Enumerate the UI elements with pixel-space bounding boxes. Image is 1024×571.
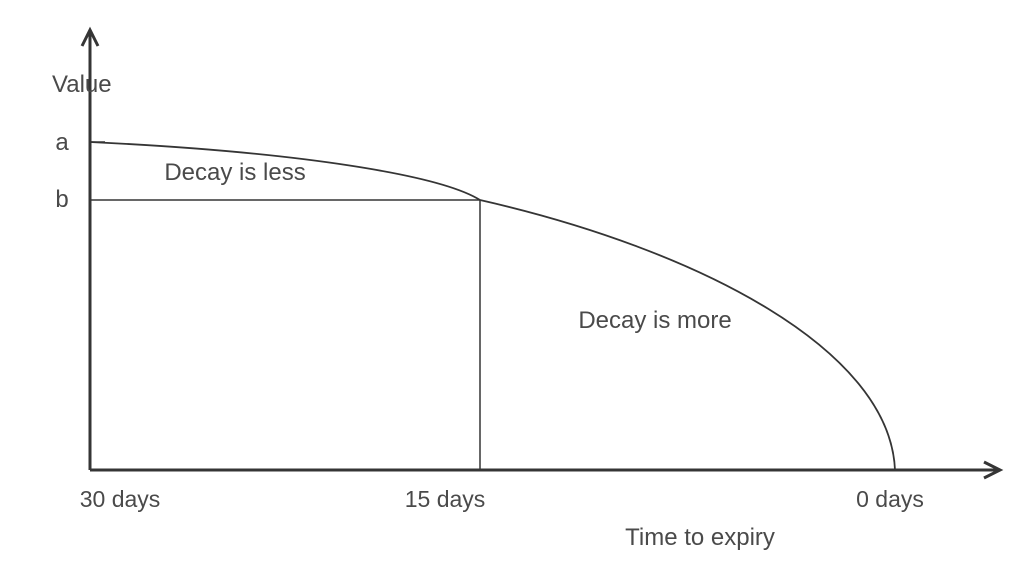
x-tick-30days: 30 days [80,486,161,512]
x-tick-15days: 15 days [405,486,486,512]
label-decay-more: Decay is more [578,307,731,334]
x-tick-0days: 0 days [856,486,924,512]
decay-curve [90,142,895,470]
chart-svg: Value Time to expiry a b 30 days 15 days… [0,0,1024,571]
y-axis-title: Value [52,71,112,98]
decay-chart: Value Time to expiry a b 30 days 15 days… [0,0,1024,571]
y-tick-b: b [55,186,68,213]
x-axis-title: Time to expiry [625,524,775,551]
label-decay-less: Decay is less [164,159,305,186]
y-tick-a: a [55,129,69,156]
